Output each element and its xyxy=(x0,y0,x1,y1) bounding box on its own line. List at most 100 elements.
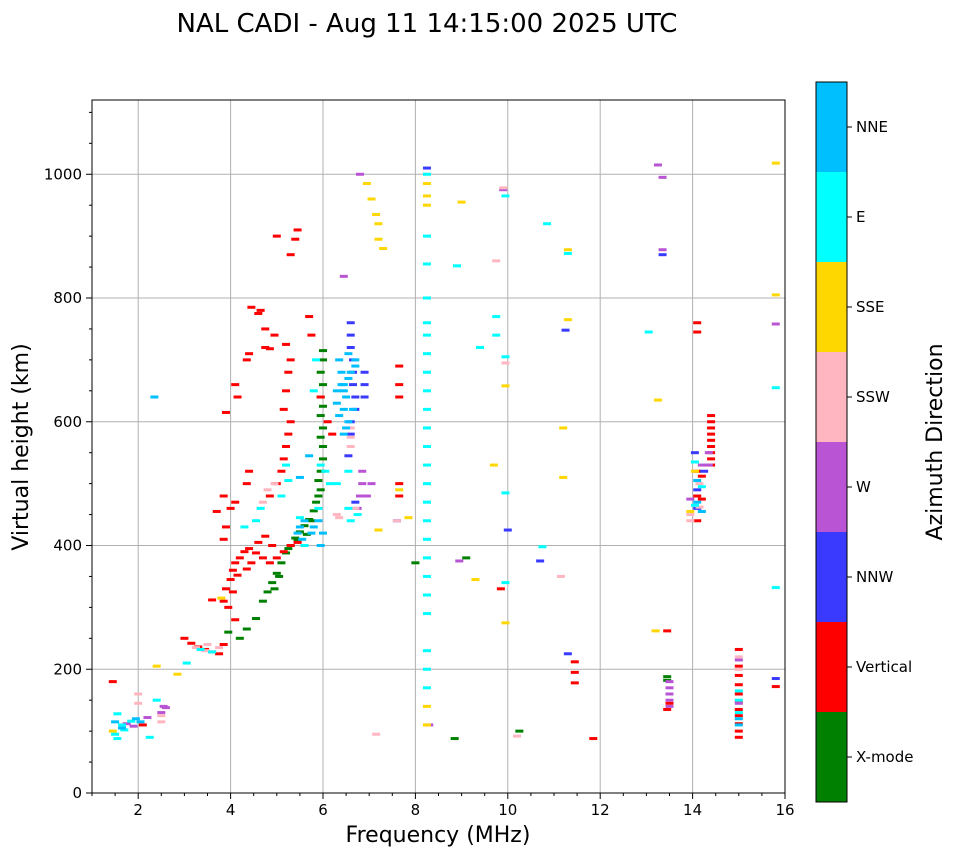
data-point xyxy=(422,203,431,207)
data-point xyxy=(279,457,288,461)
data-point xyxy=(563,248,572,252)
data-point xyxy=(314,479,323,483)
data-point xyxy=(219,643,228,646)
data-point xyxy=(316,469,325,473)
data-point xyxy=(258,556,267,560)
data-point xyxy=(422,519,431,523)
data-point xyxy=(734,698,743,702)
data-point xyxy=(422,445,431,448)
data-point xyxy=(286,420,295,424)
data-point xyxy=(233,573,242,577)
data-point xyxy=(501,384,510,388)
data-point xyxy=(658,175,667,179)
data-point xyxy=(346,519,355,523)
series-vertical xyxy=(108,228,780,741)
data-point xyxy=(346,321,355,325)
data-point xyxy=(734,735,743,739)
data-point xyxy=(242,567,251,571)
data-point xyxy=(358,469,367,473)
colorbar-tick-label: E xyxy=(856,208,865,226)
data-point xyxy=(134,701,143,705)
data-point xyxy=(212,509,221,513)
data-point xyxy=(309,525,318,529)
data-point xyxy=(328,432,337,436)
data-point xyxy=(734,664,743,668)
data-point xyxy=(734,701,743,705)
data-point xyxy=(235,636,244,640)
data-point xyxy=(305,315,314,319)
x-tick-label: 6 xyxy=(318,801,328,819)
data-point xyxy=(513,734,522,738)
data-point xyxy=(374,222,383,226)
data-point xyxy=(208,598,217,602)
data-point xyxy=(152,698,161,702)
data-point xyxy=(503,528,512,532)
data-point xyxy=(492,333,501,337)
data-point xyxy=(496,587,505,591)
data-point xyxy=(422,389,431,393)
data-point xyxy=(277,469,286,473)
data-point xyxy=(312,358,321,362)
data-point xyxy=(653,398,662,402)
data-point xyxy=(272,556,281,560)
y-tick-label: 400 xyxy=(53,537,82,555)
data-point xyxy=(293,531,302,535)
data-points xyxy=(108,161,780,741)
x-tick-label: 2 xyxy=(133,801,143,819)
data-point xyxy=(704,451,713,455)
grid-lines xyxy=(92,100,786,793)
data-point xyxy=(323,420,332,424)
data-point xyxy=(319,383,327,387)
data-point xyxy=(686,519,695,523)
data-point xyxy=(734,707,743,711)
data-point xyxy=(242,627,251,631)
data-point xyxy=(346,445,355,448)
data-point xyxy=(392,519,401,523)
data-point xyxy=(422,321,431,325)
data-point xyxy=(499,188,508,192)
data-point xyxy=(268,581,277,585)
data-point xyxy=(476,346,485,349)
data-point xyxy=(136,720,145,724)
data-point xyxy=(252,617,261,621)
colorbar-tick-label: NNE xyxy=(856,118,888,136)
colorbar-tick-label: SSW xyxy=(856,388,890,406)
data-point xyxy=(118,723,127,727)
data-point xyxy=(344,469,353,473)
data-point xyxy=(224,605,233,609)
data-point xyxy=(707,414,716,418)
data-point xyxy=(538,545,547,549)
data-point xyxy=(339,274,348,278)
data-point xyxy=(543,222,552,226)
data-point xyxy=(295,525,304,529)
data-point xyxy=(286,544,295,547)
colorbar-tick-label: W xyxy=(856,478,871,496)
data-point xyxy=(161,706,170,710)
colorbar-segment xyxy=(816,82,847,172)
data-point xyxy=(113,737,122,741)
data-point xyxy=(261,327,270,331)
data-point xyxy=(279,407,288,411)
data-point xyxy=(272,234,281,238)
data-point xyxy=(346,370,355,374)
data-point xyxy=(422,262,431,266)
x-tick-label: 10 xyxy=(498,801,517,819)
data-point xyxy=(275,574,284,578)
data-point xyxy=(693,519,702,523)
data-point xyxy=(256,308,265,312)
data-point xyxy=(231,383,240,387)
data-point xyxy=(351,358,360,362)
data-point xyxy=(346,435,355,439)
data-point xyxy=(312,500,321,504)
data-point xyxy=(111,720,120,724)
data-point xyxy=(422,426,431,430)
data-point xyxy=(707,445,716,448)
data-point xyxy=(690,469,699,473)
data-point xyxy=(309,509,318,513)
x-tick-label: 4 xyxy=(226,801,236,819)
data-point xyxy=(286,253,295,257)
data-point xyxy=(501,491,510,495)
data-point xyxy=(374,237,383,241)
data-point xyxy=(707,432,716,436)
data-point xyxy=(422,234,431,238)
